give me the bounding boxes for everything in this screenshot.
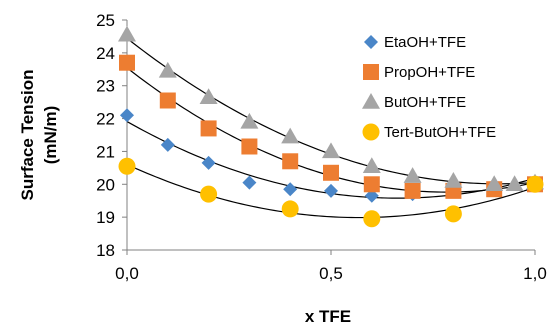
data-point-triangle [444,172,463,188]
data-point-diamond [242,175,257,190]
data-point-triangle [485,175,504,192]
axes: 18 19 20 21 22 23 24 25 0,0 0,5 1,0 [96,11,547,283]
data-point-triangle [158,61,177,78]
legend-label: EtaOH+TFE [384,34,466,51]
data-point-diamond [160,137,175,152]
y-tick-label: 20 [96,175,115,194]
y-tick-label: 18 [96,241,115,260]
data-point-diamond [201,155,216,170]
data-point-square [241,138,258,155]
data-point-circle [526,175,544,193]
y-tick-label: 24 [96,44,115,63]
y-axis-title-line-1: Surface Tension [18,70,37,201]
legend-marker-triangle [362,93,380,109]
x-tick-label: 1,0 [523,264,547,283]
legend-marker-circle [362,123,380,141]
data-point-diamond [120,108,134,123]
data-point-circle [200,185,218,203]
y-tick-label: 19 [96,208,115,227]
data-point-triangle [118,25,136,42]
data-point-square [282,153,299,170]
data-point-square [159,92,176,109]
data-point-circle [281,200,299,218]
data-point-square [119,54,135,71]
data-point-triangle [505,175,524,192]
data-point-triangle [362,157,381,173]
data-point-triangle [322,142,340,159]
legend-label: Tert-ButOH+TFE [384,124,496,141]
y-tick-label: 23 [96,77,115,96]
y-tick-label: 25 [96,11,115,30]
series-1 [119,54,543,199]
data-point-triangle [240,112,259,129]
trendline-series-3 [126,163,536,219]
legend-label: ButOH+TFE [384,94,466,111]
data-point-triangle [199,88,218,104]
data-point-circle [363,210,381,228]
y-tick-label: 22 [96,110,115,129]
x-axis-title: x TFE [305,307,351,326]
y-tick-label: 21 [96,142,115,161]
x-tick-label: 0,5 [319,264,343,283]
data-point-circle [444,205,462,223]
data-point-square [323,164,339,181]
data-point-triangle [403,167,422,183]
legend: EtaOH+TFE PropOH+TFE ButOH+TFE Tert-ButOH+T… [362,34,496,141]
legend-marker-square [363,64,379,80]
legend-label: PropOH+TFE [384,64,475,81]
series-3 [118,157,544,228]
x-tick-label: 0,0 [115,264,139,283]
data-point-square [404,182,421,199]
data-point-square [200,120,217,137]
legend-marker-diamond [364,35,378,49]
data-point-circle [118,157,136,175]
y-axis-title-line-2: (mN/m) [41,106,60,165]
data-point-diamond [324,183,338,198]
data-marks [118,25,544,228]
data-point-triangle [281,127,300,144]
data-point-square [363,176,380,193]
data-point-diamond [283,182,298,197]
